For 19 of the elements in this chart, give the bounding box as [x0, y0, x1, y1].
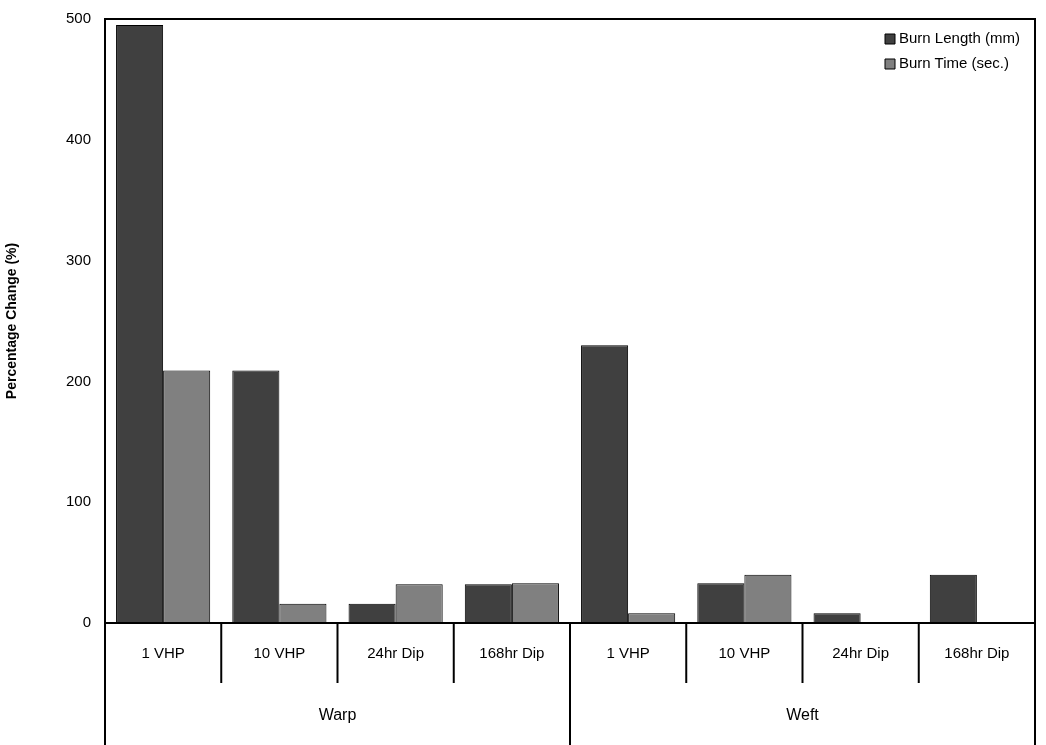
legend-label: Burn Length (mm): [899, 29, 1020, 47]
x-tick-label: 24hr Dip: [832, 644, 889, 662]
y-tick-label: 200: [65, 371, 91, 389]
text: Weft: [786, 706, 820, 724]
y-tick-label: 500: [65, 9, 91, 27]
x-tick-label: 168hr Dip: [479, 644, 545, 662]
x-tick-label: 10 VHP: [718, 644, 771, 662]
y-axis-title: Percentage Change (%): [3, 242, 20, 400]
x-tick-label: 168hr Dip: [944, 644, 1010, 662]
y-tick-label: 400: [65, 129, 91, 147]
x-tick-label: 24hr Dip: [367, 644, 424, 662]
y-tick-label: 300: [65, 250, 91, 268]
legend-label: Burn Time (sec.): [899, 54, 1010, 72]
y-tick-label: 100: [65, 492, 91, 510]
y-tick-label: 0: [82, 613, 91, 631]
text: Warp: [318, 706, 357, 724]
x-tick-label: 1 VHP: [606, 644, 650, 662]
x-tick-label: 1 VHP: [141, 644, 185, 662]
x-tick-label: 10 VHP: [253, 644, 306, 662]
